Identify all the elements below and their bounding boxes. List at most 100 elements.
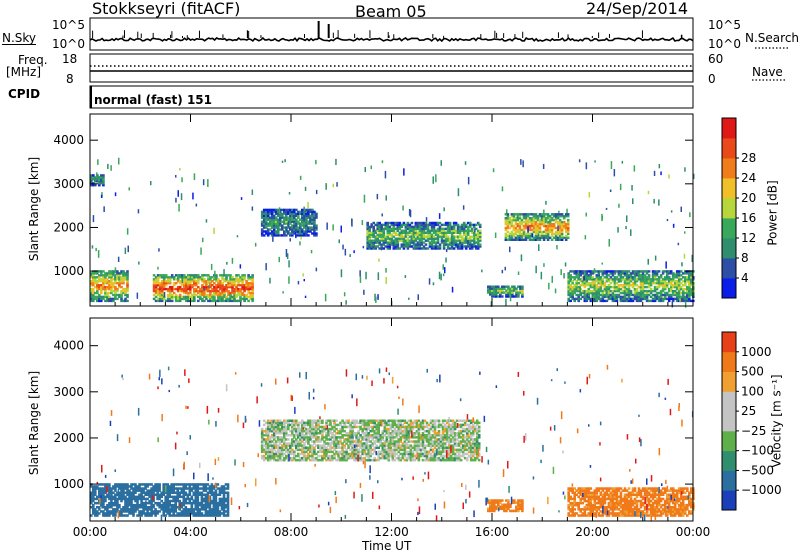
data-cell <box>554 220 558 224</box>
data-cell <box>410 227 414 231</box>
data-cell <box>587 282 591 285</box>
noise-search-label: N.Search <box>745 31 800 45</box>
data-cell <box>144 485 147 488</box>
data-cell <box>203 282 206 285</box>
data-cell <box>205 293 208 297</box>
data-cell <box>283 230 286 233</box>
data-cell <box>120 499 123 503</box>
data-cell <box>218 499 222 503</box>
data-cell <box>613 278 617 281</box>
data-cell <box>538 215 542 218</box>
data-cell <box>201 278 204 281</box>
data-cell <box>517 293 520 296</box>
data-cell <box>215 293 218 297</box>
data-cell <box>573 287 576 291</box>
data-cell <box>589 282 593 285</box>
data-cell <box>226 506 230 509</box>
data-cell <box>520 236 524 239</box>
data-cell <box>124 247 127 254</box>
data-cell <box>388 233 392 236</box>
data-cell <box>108 276 111 279</box>
data-cell <box>333 452 336 456</box>
data-cell <box>233 284 236 287</box>
data-cell <box>198 491 202 494</box>
data-cell <box>311 423 314 427</box>
data-cell <box>217 293 220 297</box>
data-cell <box>307 226 310 229</box>
data-cell <box>195 282 198 285</box>
data-cell <box>495 291 498 294</box>
data-cell <box>162 285 166 289</box>
data-cell <box>581 282 584 285</box>
data-cell <box>182 497 186 501</box>
data-cell <box>194 491 198 494</box>
data-cell <box>416 233 420 236</box>
data-cell <box>114 295 117 299</box>
data-cell <box>442 227 446 231</box>
data-cell <box>567 293 570 297</box>
data-cell <box>140 483 143 486</box>
data-cell <box>309 429 312 433</box>
data-cell <box>221 291 224 295</box>
data-cell <box>627 287 631 291</box>
data-cell <box>597 289 601 293</box>
data-cell <box>363 448 366 452</box>
data-cell <box>270 212 274 215</box>
data-cell <box>237 291 240 295</box>
data-cell <box>116 510 119 513</box>
data-cell <box>339 427 342 431</box>
data-cell <box>396 245 400 248</box>
data-cell <box>684 282 687 285</box>
data-cell <box>112 497 115 501</box>
data-cell <box>601 289 605 293</box>
data-cell <box>212 506 216 509</box>
data-cell <box>118 512 121 515</box>
data-cell <box>597 274 601 277</box>
data-cell <box>408 297 410 300</box>
data-cell <box>150 510 153 513</box>
data-cell <box>688 293 691 297</box>
data-cell <box>368 239 371 242</box>
data-cell <box>183 289 186 293</box>
data-cell <box>315 159 317 165</box>
data-cell <box>289 444 292 447</box>
data-cell <box>293 427 296 431</box>
data-cell <box>355 421 358 425</box>
data-cell <box>573 278 576 281</box>
data-cell <box>120 282 123 285</box>
data-cell <box>511 285 514 288</box>
data-cell <box>170 274 174 277</box>
data-cell <box>370 223 372 229</box>
data-cell <box>307 230 310 233</box>
data-cell <box>659 291 663 295</box>
data-cell <box>132 510 135 513</box>
data-cell <box>639 295 643 299</box>
data-cell <box>212 493 216 496</box>
data-cell <box>295 442 298 445</box>
data-cell <box>587 287 591 291</box>
data-cell <box>436 241 440 244</box>
data-cell <box>200 499 204 503</box>
data-cell <box>166 299 170 303</box>
data-cell <box>180 514 184 517</box>
data-cell <box>327 458 330 462</box>
data-cell <box>361 438 364 441</box>
data-cell <box>534 238 538 241</box>
data-cell <box>649 287 653 291</box>
data-cell <box>583 297 587 301</box>
data-cell <box>519 289 522 292</box>
data-cell <box>192 508 196 511</box>
data-cell <box>305 458 308 462</box>
data-cell <box>285 226 288 229</box>
data-cell <box>625 284 629 287</box>
data-cell <box>446 235 450 238</box>
data-cell <box>270 220 274 223</box>
data-cell <box>476 231 480 234</box>
data-cell <box>675 291 679 295</box>
data-cell <box>96 512 99 515</box>
data-cell <box>343 292 346 297</box>
data-cell <box>270 425 274 429</box>
data-cell <box>122 497 125 501</box>
data-cell <box>651 270 655 273</box>
data-cell <box>501 291 504 294</box>
